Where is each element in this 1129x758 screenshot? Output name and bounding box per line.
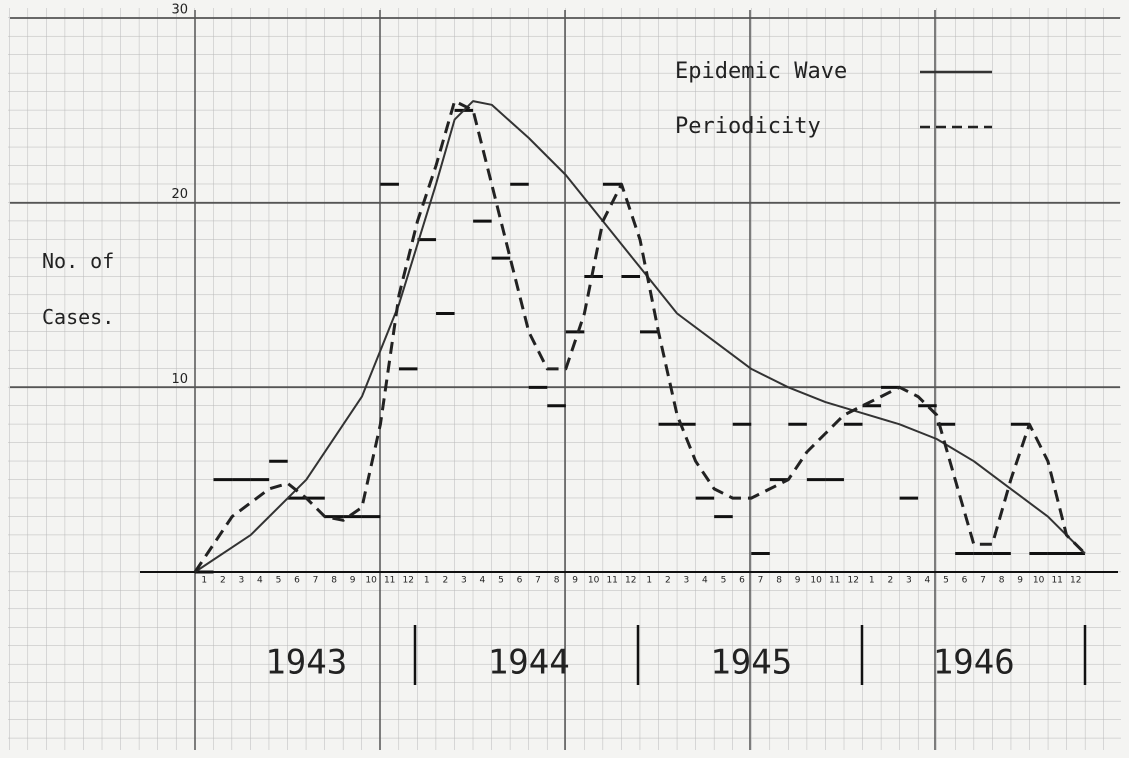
x-tick-label: 1 (646, 576, 652, 586)
x-tick-label: 9 (1017, 576, 1023, 586)
legend-label: Epidemic Wave (675, 59, 847, 84)
x-tick-label: 7 (980, 576, 986, 586)
x-tick-label: 1 (869, 576, 875, 586)
x-tick-label: 5 (943, 576, 949, 586)
x-tick-label: 2 (665, 576, 671, 586)
x-tick-label: 12 (403, 576, 414, 586)
series-line (193, 99, 1087, 573)
x-tick-label: 12 (1070, 576, 1081, 586)
x-tick-label: 10 (810, 576, 822, 586)
x-tick-label: 1 (201, 576, 207, 586)
y-tick-label: 30 (171, 3, 188, 18)
x-tick-label: 7 (758, 576, 764, 586)
x-tick-label: 10 (588, 576, 600, 586)
x-tick-label: 7 (313, 576, 319, 586)
x-tick-label: 3 (461, 576, 467, 586)
x-tick-label: 2 (220, 576, 226, 586)
x-tick-label: 2 (442, 576, 448, 586)
x-tick-label: 3 (683, 576, 689, 586)
year-label: 1944 (488, 643, 570, 683)
y-tick-label: 10 (171, 372, 188, 387)
legend-label: Periodicity (675, 114, 821, 139)
x-tick-label: 2 (887, 576, 893, 586)
x-tick-label: 5 (721, 576, 727, 586)
year-label: 1946 (933, 643, 1015, 683)
x-tick-label: 3 (906, 576, 912, 586)
x-tick-label: 9 (350, 576, 356, 586)
x-tick-label: 12 (848, 576, 859, 586)
year-label: 1945 (710, 643, 792, 683)
year-label: 1943 (265, 643, 347, 683)
x-tick-label: 4 (257, 576, 263, 586)
x-tick-label: 12 (625, 576, 636, 586)
x-tick-label: 7 (535, 576, 541, 586)
x-tick-label: 4 (925, 576, 931, 586)
x-tick-label: 11 (606, 576, 617, 586)
x-tick-label: 11 (829, 576, 840, 586)
x-tick-label: 3 (238, 576, 244, 586)
x-tick-label: 11 (384, 576, 395, 586)
x-tick-label: 8 (776, 576, 782, 586)
x-tick-label: 9 (795, 576, 801, 586)
x-tick-label: 10 (1033, 576, 1045, 586)
x-tick-label: 5 (276, 576, 282, 586)
y-axis-label: No. of Cases. (42, 249, 114, 329)
x-tick-label: 8 (554, 576, 560, 586)
x-tick-label: 4 (480, 576, 486, 586)
x-tick-label: 6 (517, 576, 523, 586)
x-tick-label: 6 (962, 576, 968, 586)
x-tick-label: 5 (498, 576, 504, 586)
x-tick-label: 8 (331, 576, 337, 586)
series-line (194, 100, 1086, 573)
year-separators (413, 625, 1087, 685)
x-tick-label: 1 (424, 576, 430, 586)
x-tick-label: 11 (1051, 576, 1062, 586)
x-tick-label: 9 (572, 576, 578, 586)
x-tick-label: 8 (999, 576, 1005, 586)
x-tick-label: 4 (702, 576, 708, 586)
x-tick-label: 10 (365, 576, 377, 586)
y-tick-label: 20 (171, 187, 188, 202)
x-tick-label: 6 (739, 576, 745, 586)
x-tick-label: 6 (294, 576, 300, 586)
